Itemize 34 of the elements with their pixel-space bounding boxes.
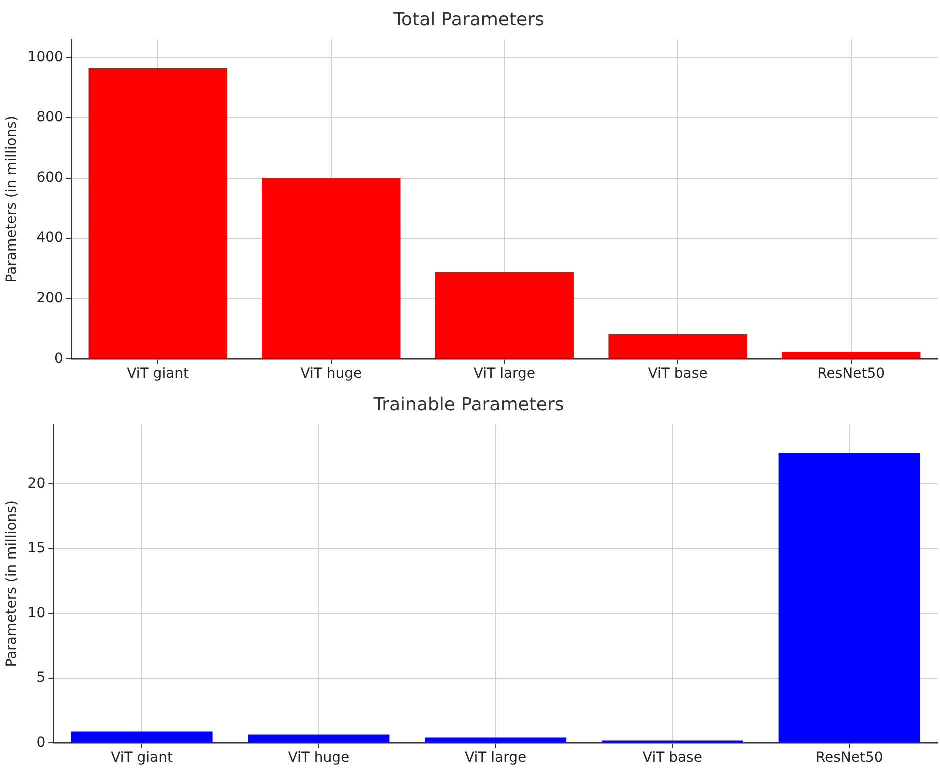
y-tick-label: 600 <box>36 170 64 186</box>
bar <box>88 68 228 359</box>
x-tick-label: ViT base <box>648 366 708 382</box>
y-tick-label: 0 <box>54 350 64 367</box>
y-tick-label: 20 <box>28 476 46 492</box>
bar <box>71 732 213 743</box>
y-axis-title: Parameters (in millions) <box>4 116 20 283</box>
x-tick-label: ViT giant <box>111 750 174 766</box>
bar <box>435 272 574 359</box>
chart-title: Total Parameters <box>392 9 544 30</box>
y-axis-title: Parameters (in millions) <box>4 500 20 668</box>
y-tick-label: 5 <box>36 670 46 686</box>
x-tick-label: ViT large <box>464 750 527 766</box>
x-tick-label: ViT large <box>474 366 536 382</box>
bar <box>425 738 567 743</box>
x-tick-label: ViT huge <box>288 750 350 766</box>
x-tick-label: ResNet50 <box>816 750 884 766</box>
bar <box>262 178 401 359</box>
x-tick-label: ViT base <box>642 750 702 766</box>
y-tick-label: 15 <box>28 540 46 557</box>
bar <box>778 453 920 743</box>
y-tick-label: 800 <box>36 110 64 126</box>
y-tick-label: 1000 <box>28 49 64 66</box>
bar <box>782 352 921 359</box>
chart-title: Trainable Parameters <box>372 394 564 416</box>
x-tick-label: ViT giant <box>127 366 190 382</box>
y-tick-label: 10 <box>28 605 46 622</box>
bar <box>248 734 390 743</box>
y-tick-label: 400 <box>36 230 64 246</box>
y-tick-label: 0 <box>36 734 46 751</box>
y-tick-label: 200 <box>36 290 64 307</box>
x-tick-label: ViT huge <box>300 366 362 382</box>
bar <box>608 334 748 359</box>
x-tick-label: ResNet50 <box>818 366 886 382</box>
